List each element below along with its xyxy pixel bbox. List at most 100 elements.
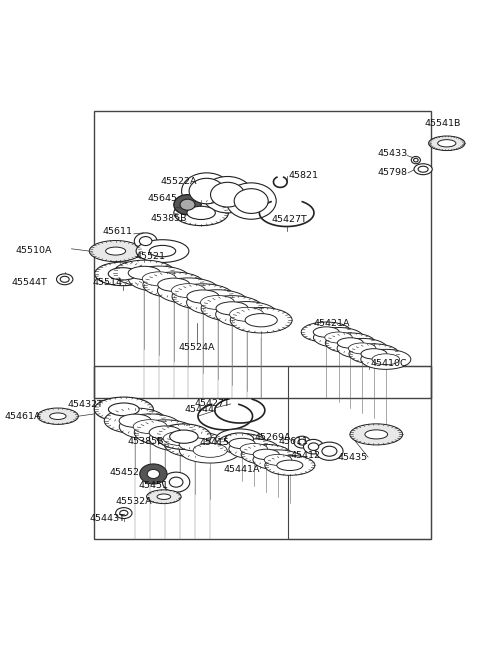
Text: 45461A: 45461A — [4, 412, 41, 421]
Ellipse shape — [136, 240, 189, 263]
Ellipse shape — [325, 333, 375, 353]
Ellipse shape — [139, 236, 152, 246]
Text: 45524A: 45524A — [179, 343, 215, 352]
Ellipse shape — [313, 327, 339, 337]
Ellipse shape — [229, 438, 255, 449]
Text: 45427T: 45427T — [271, 215, 307, 224]
Ellipse shape — [134, 420, 196, 445]
Ellipse shape — [119, 414, 151, 427]
Ellipse shape — [418, 166, 428, 172]
Ellipse shape — [217, 434, 267, 453]
Ellipse shape — [414, 159, 418, 162]
Ellipse shape — [133, 420, 167, 434]
Ellipse shape — [180, 199, 195, 210]
Ellipse shape — [37, 408, 78, 424]
Ellipse shape — [158, 278, 190, 291]
Ellipse shape — [149, 426, 211, 451]
Ellipse shape — [429, 136, 465, 151]
Text: 45514: 45514 — [93, 278, 123, 286]
Text: 45798: 45798 — [377, 168, 407, 178]
Ellipse shape — [294, 436, 310, 448]
Text: 45645: 45645 — [147, 195, 178, 203]
Ellipse shape — [174, 195, 201, 215]
Text: 45611: 45611 — [278, 437, 308, 445]
Ellipse shape — [119, 414, 181, 440]
Text: 45269A: 45269A — [255, 433, 291, 442]
Ellipse shape — [241, 444, 291, 464]
Ellipse shape — [365, 430, 388, 439]
Text: 45412: 45412 — [291, 451, 321, 460]
Ellipse shape — [322, 446, 337, 457]
Ellipse shape — [313, 328, 363, 348]
Ellipse shape — [171, 284, 205, 297]
Ellipse shape — [104, 408, 166, 434]
Ellipse shape — [149, 246, 176, 257]
Ellipse shape — [174, 200, 228, 225]
Text: 45427T: 45427T — [194, 398, 230, 407]
Ellipse shape — [49, 413, 66, 419]
Ellipse shape — [95, 262, 151, 286]
Ellipse shape — [230, 307, 292, 333]
Ellipse shape — [116, 508, 132, 519]
Bar — [288, 366, 431, 539]
Ellipse shape — [143, 272, 205, 297]
Text: 45432T: 45432T — [68, 400, 103, 409]
Ellipse shape — [164, 432, 226, 457]
Ellipse shape — [308, 443, 319, 451]
Ellipse shape — [169, 430, 198, 443]
Text: 45521: 45521 — [135, 252, 165, 261]
Ellipse shape — [201, 295, 263, 321]
Text: 45415: 45415 — [200, 438, 230, 447]
Ellipse shape — [216, 302, 248, 315]
Ellipse shape — [240, 443, 268, 455]
Ellipse shape — [89, 240, 142, 261]
Text: 45435: 45435 — [337, 453, 367, 462]
Ellipse shape — [128, 266, 190, 291]
Ellipse shape — [189, 178, 224, 204]
Ellipse shape — [147, 470, 159, 478]
Ellipse shape — [106, 247, 126, 255]
Ellipse shape — [349, 344, 399, 364]
Ellipse shape — [180, 438, 241, 463]
Ellipse shape — [337, 339, 387, 358]
Text: 45433: 45433 — [378, 149, 408, 159]
Ellipse shape — [348, 343, 376, 354]
Ellipse shape — [57, 274, 73, 285]
Ellipse shape — [229, 307, 264, 322]
Ellipse shape — [211, 182, 244, 207]
Ellipse shape — [245, 314, 277, 327]
Ellipse shape — [277, 460, 303, 470]
Ellipse shape — [157, 278, 219, 303]
Text: 45421A: 45421A — [313, 320, 349, 328]
Text: 45510A: 45510A — [15, 246, 52, 255]
Ellipse shape — [216, 429, 263, 449]
Ellipse shape — [361, 349, 411, 369]
Ellipse shape — [172, 284, 234, 309]
Ellipse shape — [411, 157, 420, 164]
Ellipse shape — [179, 438, 211, 451]
Text: 45451: 45451 — [138, 481, 168, 491]
Text: 45522A: 45522A — [160, 177, 197, 185]
Ellipse shape — [372, 354, 399, 365]
Ellipse shape — [253, 450, 303, 470]
Ellipse shape — [264, 455, 292, 465]
Ellipse shape — [193, 443, 227, 457]
Ellipse shape — [163, 432, 197, 445]
Text: 45544T: 45544T — [12, 278, 48, 288]
Ellipse shape — [361, 348, 387, 359]
Ellipse shape — [265, 455, 315, 476]
Ellipse shape — [325, 332, 352, 343]
Ellipse shape — [140, 464, 167, 484]
Ellipse shape — [163, 472, 190, 492]
Text: 45532A: 45532A — [115, 496, 152, 506]
Ellipse shape — [187, 206, 216, 219]
Ellipse shape — [298, 439, 306, 445]
Text: 45444: 45444 — [185, 405, 215, 414]
Text: 45385B: 45385B — [127, 437, 164, 445]
Ellipse shape — [169, 477, 183, 487]
Ellipse shape — [149, 426, 181, 440]
Text: 45443T: 45443T — [90, 514, 126, 523]
Ellipse shape — [181, 173, 232, 209]
Ellipse shape — [414, 164, 432, 175]
Ellipse shape — [216, 301, 277, 327]
